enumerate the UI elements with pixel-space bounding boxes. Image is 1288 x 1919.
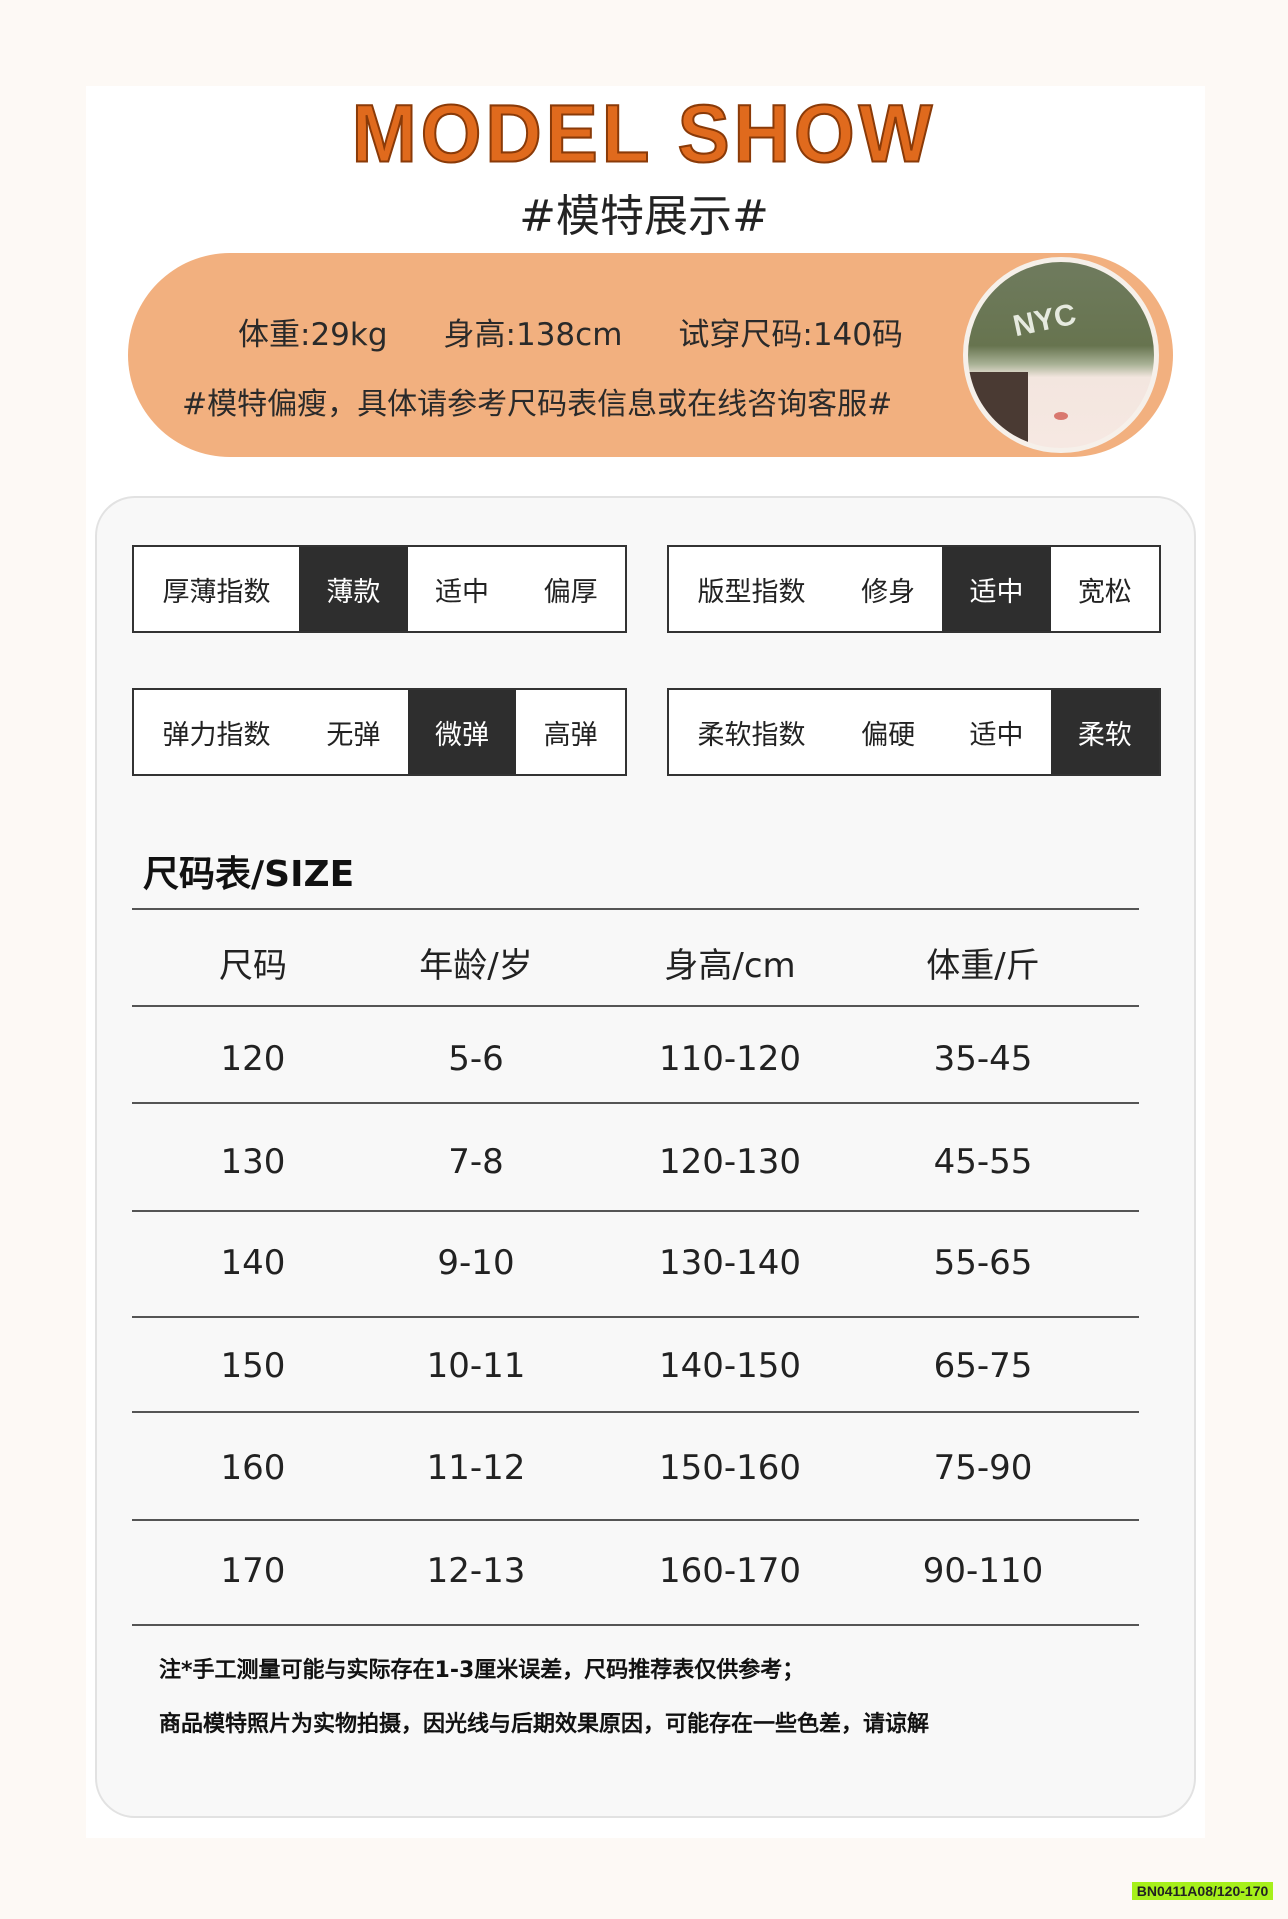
table-cell: 120-130	[658, 1142, 802, 1182]
table-cell: 10-11	[426, 1346, 526, 1386]
cap-logo: NYC	[1010, 297, 1079, 344]
table-cell: 45-55	[933, 1142, 1033, 1182]
table-cell: 130	[220, 1142, 286, 1182]
index-option-selected: 薄款	[299, 547, 408, 631]
index-box: 柔软指数 偏硬 适中 柔软	[667, 688, 1161, 776]
table-cell: 35-45	[933, 1039, 1033, 1079]
table-divider	[132, 1316, 1139, 1318]
model-hair	[968, 372, 1028, 448]
index-option: 宽松	[1077, 576, 1132, 608]
table-cell: 150-160	[658, 1448, 802, 1488]
table-divider	[132, 1210, 1139, 1212]
table-cell: 7-8	[448, 1142, 504, 1182]
table-divider	[132, 1005, 1139, 1007]
size-table-title: 尺码表/SIZE	[143, 854, 355, 895]
table-divider	[132, 908, 1139, 910]
index-option: 偏硬	[861, 719, 916, 751]
index-box: 厚薄指数 薄款 适中 偏厚	[132, 545, 627, 633]
table-header: 身高/cm	[664, 946, 796, 986]
table-divider	[132, 1411, 1139, 1413]
index-label: 版型指数	[697, 576, 806, 608]
index-label: 弹力指数	[162, 719, 271, 751]
model-photo: NYC	[963, 257, 1159, 453]
table-cell: 140-150	[658, 1346, 802, 1386]
table-cell: 12-13	[426, 1551, 526, 1591]
table-cell: 120	[220, 1039, 286, 1079]
table-cell: 150	[220, 1346, 286, 1386]
table-cell: 110-120	[658, 1039, 802, 1079]
model-weight: 体重:29kg	[238, 317, 388, 353]
product-code-tag: BN0411A08/120-170	[1132, 1882, 1273, 1900]
index-option: 无弹	[326, 719, 381, 751]
index-box: 弹力指数 无弹 微弹 高弹	[132, 688, 627, 776]
table-cell: 9-10	[437, 1243, 515, 1283]
page-title: MODEL SHOW	[351, 86, 937, 180]
index-label: 厚薄指数	[162, 576, 271, 608]
index-option: 修身	[861, 576, 916, 608]
page-subtitle: #模特展示#	[519, 191, 769, 242]
model-height: 身高:138cm	[443, 317, 623, 353]
index-option-selected: 适中	[942, 547, 1051, 631]
table-cell: 65-75	[933, 1346, 1033, 1386]
table-cell: 140	[220, 1243, 286, 1283]
index-option: 适中	[435, 576, 489, 608]
index-option: 高弹	[543, 719, 598, 751]
note-line-1: 注*手工测量可能与实际存在1-3厘米误差，尺码推荐表仅供参考；	[159, 1658, 805, 1683]
note-line-2: 商品模特照片为实物拍摄，因光线与后期效果原因，可能存在一些色差，请谅解	[159, 1712, 930, 1737]
index-box: 版型指数 修身 适中 宽松	[667, 545, 1161, 633]
table-cell: 55-65	[933, 1243, 1033, 1283]
index-label: 柔软指数	[697, 719, 806, 751]
table-cell: 5-6	[448, 1039, 504, 1079]
table-divider	[132, 1102, 1139, 1104]
index-option: 适中	[969, 719, 1024, 751]
table-header: 年龄/岁	[419, 946, 533, 986]
table-divider	[132, 1624, 1139, 1626]
table-cell: 160	[220, 1448, 286, 1488]
table-divider	[132, 1519, 1139, 1521]
table-cell: 130-140	[658, 1243, 802, 1283]
model-note: #模特偏瘦，具体请参考尺码表信息或在线咨询客服#	[182, 387, 893, 422]
index-option: 偏厚	[543, 576, 598, 608]
table-cell: 75-90	[933, 1448, 1033, 1488]
table-header: 体重/斤	[926, 946, 1040, 986]
index-option-selected: 柔软	[1050, 690, 1159, 774]
model-lips	[1054, 412, 1068, 420]
index-option-selected: 微弹	[407, 690, 517, 774]
table-cell: 11-12	[426, 1448, 526, 1488]
table-cell: 170	[220, 1551, 286, 1591]
model-size: 试穿尺码:140码	[678, 317, 904, 353]
table-cell: 90-110	[922, 1551, 1044, 1591]
table-cell: 160-170	[658, 1551, 802, 1591]
table-header: 尺码	[219, 946, 287, 986]
